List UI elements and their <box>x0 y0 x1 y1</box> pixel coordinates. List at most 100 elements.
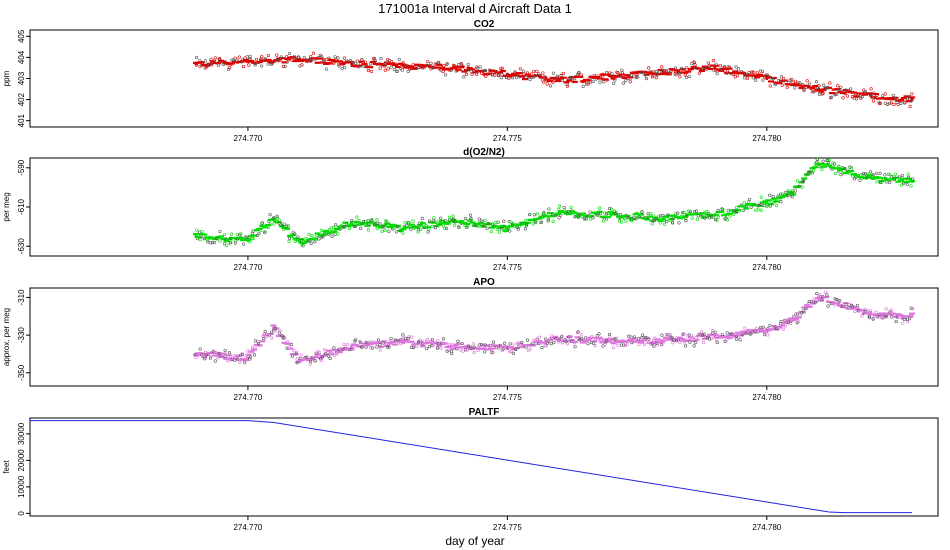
raw-point <box>903 100 907 104</box>
raw-point <box>248 355 253 359</box>
raw-point <box>883 92 887 96</box>
raw-point <box>678 75 682 79</box>
raw-point <box>420 216 424 220</box>
raw-point <box>759 208 764 212</box>
raw-point <box>743 76 747 80</box>
raw-point <box>351 61 355 65</box>
raw-point <box>431 343 435 348</box>
raw-point <box>889 315 893 319</box>
raw-point <box>643 336 647 340</box>
raw-point <box>650 75 655 79</box>
raw-point <box>621 81 625 85</box>
y-tick-label: 404 <box>17 50 26 64</box>
raw-point <box>580 336 584 341</box>
raw-point <box>822 83 826 87</box>
raw-point <box>525 222 529 227</box>
raw-point <box>581 84 585 88</box>
raw-point <box>266 53 271 58</box>
raw-point <box>379 57 383 61</box>
raw-point <box>774 204 778 208</box>
raw-point <box>347 226 352 231</box>
raw-point <box>400 68 404 72</box>
raw-point <box>652 344 656 348</box>
raw-point <box>817 84 821 88</box>
raw-point <box>535 212 540 216</box>
x-tick-label: 274.770 <box>233 263 262 272</box>
raw-point <box>290 235 294 239</box>
raw-point <box>359 226 363 230</box>
raw-point <box>844 303 848 307</box>
raw-point <box>692 344 696 348</box>
raw-point <box>595 74 599 78</box>
raw-point <box>510 76 515 80</box>
raw-point <box>320 359 324 363</box>
raw-point <box>436 339 440 343</box>
raw-point <box>836 84 840 88</box>
raw-point <box>401 335 405 340</box>
y-tick-label: 20000 <box>17 449 26 472</box>
raw-point <box>218 57 222 61</box>
raw-point <box>233 241 237 245</box>
raw-point <box>291 230 295 234</box>
raw-point <box>320 355 325 359</box>
raw-point <box>466 62 470 67</box>
raw-point <box>670 221 675 225</box>
raw-point <box>909 99 913 103</box>
raw-point <box>768 328 772 332</box>
raw-point <box>523 227 528 231</box>
raw-point <box>754 78 758 82</box>
raw-point <box>561 71 565 76</box>
raw-point <box>671 341 675 345</box>
raw-point <box>793 189 798 193</box>
raw-point <box>397 57 401 61</box>
raw-point <box>394 230 398 234</box>
raw-point <box>791 188 795 193</box>
raw-point <box>655 73 659 77</box>
raw-point <box>233 358 237 362</box>
raw-point <box>244 355 248 359</box>
raw-point <box>506 226 511 231</box>
raw-point <box>867 315 872 319</box>
raw-point <box>828 81 832 85</box>
raw-point <box>430 224 434 228</box>
raw-point <box>838 299 842 303</box>
raw-point <box>260 64 264 68</box>
raw-point <box>486 221 490 226</box>
raw-point <box>488 343 493 348</box>
raw-point <box>726 209 730 213</box>
raw-point <box>899 99 903 103</box>
raw-point <box>665 219 669 224</box>
raw-point <box>742 201 746 205</box>
raw-point <box>770 200 774 204</box>
raw-point <box>647 337 651 341</box>
raw-point <box>841 96 845 100</box>
raw-point <box>210 235 214 239</box>
raw-point <box>470 73 474 77</box>
raw-point <box>795 312 799 316</box>
raw-point <box>511 351 515 355</box>
raw-point <box>612 81 616 86</box>
chart-panels: CO2 401 402 403 404 405 ppm 274.770 274.775 274.7… <box>2 19 939 532</box>
raw-point <box>725 331 729 335</box>
raw-point <box>449 68 453 73</box>
raw-point <box>269 330 274 334</box>
raw-point <box>387 345 391 349</box>
raw-point <box>281 64 285 68</box>
raw-point <box>714 217 718 222</box>
raw-point <box>640 214 645 218</box>
raw-point <box>229 232 234 236</box>
raw-point <box>637 215 641 219</box>
raw-point <box>830 95 834 99</box>
raw-point <box>455 68 459 72</box>
raw-point <box>588 210 592 214</box>
raw-point <box>579 333 583 337</box>
raw-point <box>663 222 667 226</box>
raw-point <box>884 307 888 311</box>
raw-point <box>386 57 390 62</box>
raw-point <box>524 75 528 79</box>
raw-point <box>894 319 898 324</box>
raw-point <box>483 218 487 223</box>
raw-point <box>592 341 596 345</box>
raw-point <box>821 159 825 163</box>
raw-point <box>840 304 844 309</box>
